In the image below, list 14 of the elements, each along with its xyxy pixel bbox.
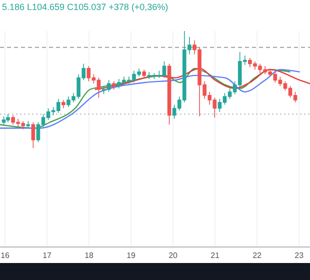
candlestick: [167, 63, 172, 125]
text: 5.186 L104.659 C105.037 +378 (+0,36%): [2, 2, 168, 12]
x-tick-label: 16: [0, 251, 10, 260]
x-tick-label: 22: [252, 251, 262, 260]
x-tick-label: 18: [84, 251, 94, 260]
candlestick: [6, 114, 10, 123]
x-tick-label: 20: [168, 251, 178, 260]
x-tick-label: 19: [126, 251, 136, 260]
x-tick-label: 17: [42, 251, 52, 260]
x-tick-label: 21: [210, 251, 220, 260]
candlestick: [62, 100, 66, 109]
candlestick: [26, 120, 30, 129]
x-tick-label: 23: [294, 251, 304, 260]
candlestick: [142, 69, 146, 78]
